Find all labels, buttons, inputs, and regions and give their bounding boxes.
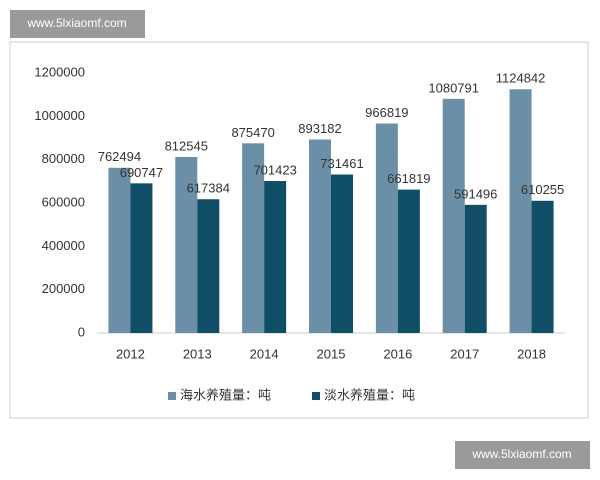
x-tick-label: 2015: [317, 346, 346, 361]
y-tick-label: 600000: [42, 194, 85, 209]
bar: [375, 123, 398, 333]
y-tick-label: 1200000: [34, 64, 85, 79]
value-label: 875470: [231, 125, 274, 140]
value-label: 893182: [298, 121, 341, 136]
value-label: 1080791: [428, 80, 479, 95]
bar: [331, 174, 353, 333]
watermark: www.5lxiaomf.com: [26, 16, 126, 30]
x-tick-label: 2017: [450, 346, 479, 361]
bar: [442, 98, 465, 333]
bar: [464, 204, 487, 333]
chart-frame: [9, 41, 589, 419]
x-tick-label: 2012: [116, 346, 145, 361]
x-tick-label: 2014: [250, 346, 279, 361]
x-tick-label: 2016: [383, 346, 412, 361]
legend-swatch: [312, 392, 320, 400]
bar: [242, 143, 265, 333]
value-label: 966819: [365, 105, 408, 120]
watermark-box: [10, 10, 145, 38]
value-label: 591496: [454, 186, 497, 201]
value-label: 762494: [98, 149, 141, 164]
value-label: 661819: [387, 171, 430, 186]
value-label: 610255: [521, 182, 564, 197]
value-label: 1124842: [496, 71, 546, 86]
watermark: www.5lxiaomf.com: [471, 447, 571, 461]
bar: [309, 139, 331, 333]
bar: [531, 200, 554, 333]
bar: [108, 167, 131, 333]
x-tick-label: 2018: [517, 346, 546, 361]
value-label: 617384: [187, 181, 230, 196]
bar: [509, 89, 532, 333]
y-tick-label: 800000: [42, 151, 85, 166]
x-tick-label: 2013: [183, 346, 212, 361]
bar: [130, 183, 153, 333]
bar: [175, 156, 198, 333]
watermark-box: [455, 441, 590, 469]
legend-swatch: [168, 392, 176, 400]
bar: [264, 181, 287, 333]
value-label: 701423: [253, 162, 296, 177]
value-label: 812545: [165, 138, 208, 153]
y-tick-label: 200000: [42, 281, 85, 296]
legend-label: 海水养殖量：吨: [180, 387, 271, 402]
y-tick-label: 1000000: [34, 108, 85, 123]
value-label: 690747: [120, 165, 163, 180]
y-tick-label: 400000: [42, 238, 85, 253]
y-tick-label: 0: [78, 324, 85, 339]
value-label: 731461: [320, 156, 363, 171]
legend-label: 淡水养殖量：吨: [324, 387, 415, 402]
bar: [397, 189, 420, 333]
bar: [197, 199, 220, 333]
